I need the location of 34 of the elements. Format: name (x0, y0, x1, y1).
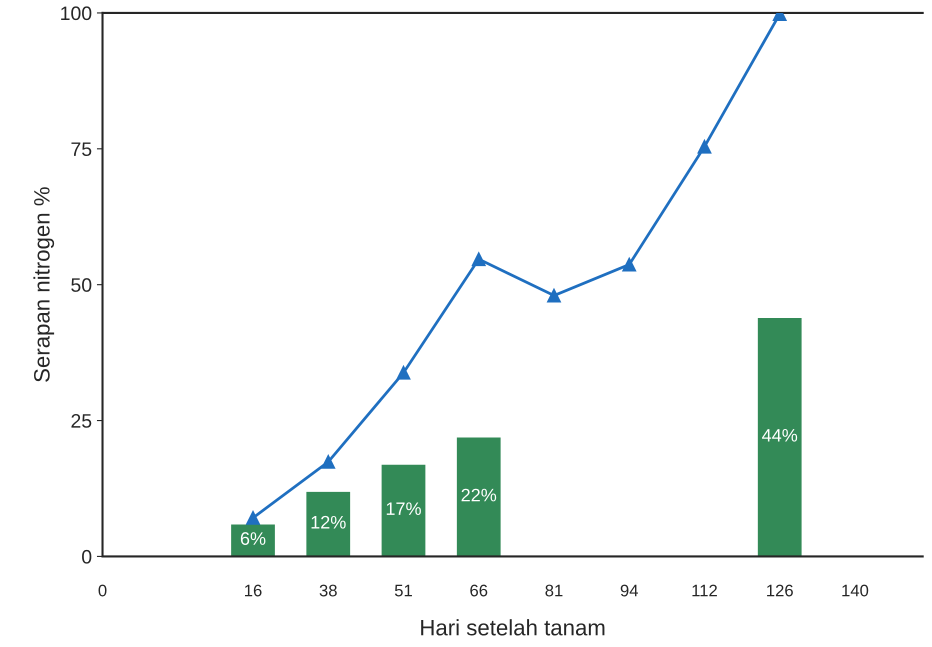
y-tick-label: 50 (71, 278, 92, 292)
x-tick-label: 51 (394, 584, 412, 596)
y-tick-label: 0 (82, 550, 92, 564)
x-tick-label: 140 (842, 584, 868, 596)
point (698, 140, 712, 154)
x-tick-label: 66 (470, 584, 488, 596)
x-tick-label: 81 (545, 584, 562, 596)
bar (756, 316, 803, 556)
point (321, 454, 336, 469)
y-tick-label: 75 (71, 142, 92, 156)
y-axis-title: Serapan nitrogen % (33, 187, 54, 382)
point (547, 288, 561, 302)
x-tick-label: 112 (692, 584, 717, 596)
data-label: 12% (312, 516, 346, 529)
data-label: 6% (240, 532, 266, 545)
y-tick-label: 25 (71, 414, 92, 428)
point (396, 366, 410, 380)
x-tick-label: 126 (767, 584, 793, 596)
y-tick-label: 100 (61, 6, 92, 20)
x-tick-label: 16 (245, 584, 262, 596)
bar (455, 436, 502, 556)
data-label: 44% (762, 428, 798, 442)
data-label: 17% (386, 502, 421, 515)
x-tick-label: 38 (320, 584, 337, 596)
x-tick-label: 0 (98, 584, 107, 596)
bar (380, 463, 427, 556)
point (472, 252, 486, 266)
bar (230, 523, 276, 556)
point (622, 258, 636, 272)
point (246, 510, 260, 525)
data-label: 22% (462, 488, 496, 502)
bar (304, 490, 352, 556)
x-tick-label: 94 (620, 584, 638, 596)
x-axis-title: Hari setelah tanam (421, 619, 604, 636)
